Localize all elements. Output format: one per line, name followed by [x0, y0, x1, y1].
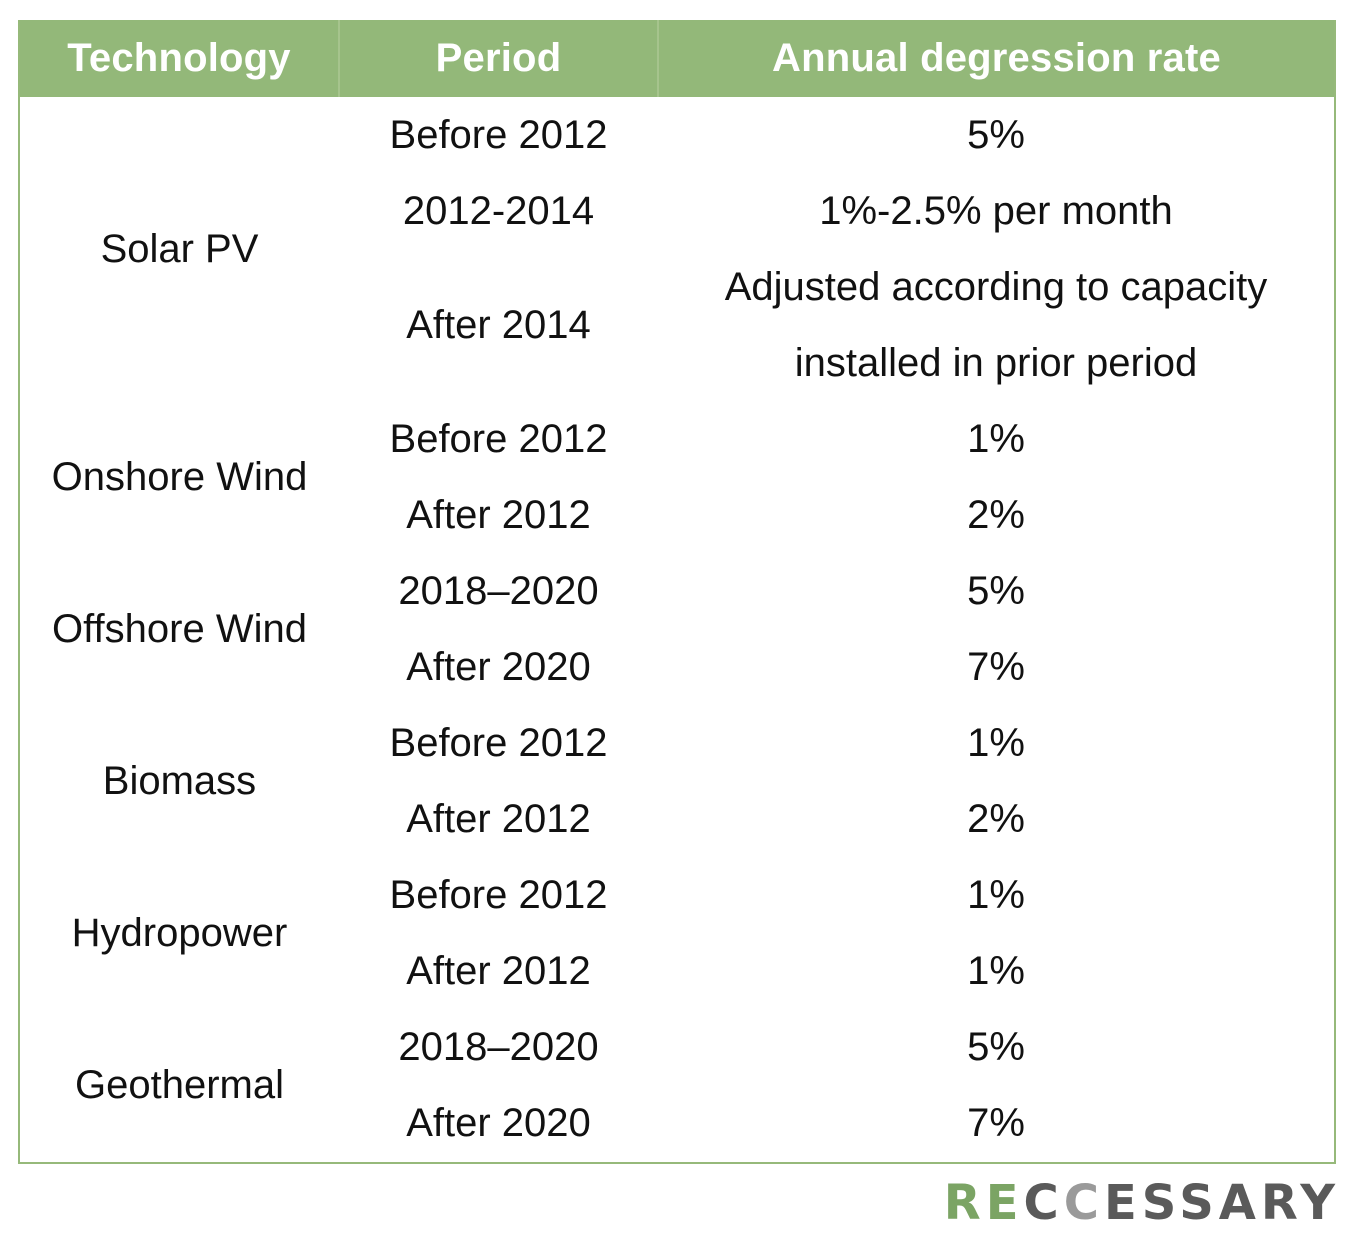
- table-row: Hydropower Before 2012 1%: [20, 857, 1334, 955]
- logo-text-part: C: [1023, 1175, 1064, 1231]
- period-cell: Before 2012: [389, 872, 608, 917]
- rate-cell: 2%: [967, 796, 1025, 841]
- degression-rate-table: Technology Period Annual degression rate…: [20, 20, 1334, 1161]
- logo-text-part: C: [1063, 1175, 1104, 1231]
- rate-cell: 1%: [967, 948, 1025, 993]
- rate-cell: Adjusted according to capacity installed…: [658, 249, 1334, 401]
- table-row: After 2012 1%: [20, 933, 1334, 1009]
- table-row: Offshore Wind 2018–2020 5%: [20, 553, 1334, 651]
- rate-line: installed in prior period: [794, 341, 1198, 385]
- period-cell: After 2012: [406, 948, 591, 993]
- period-cell: After 2012: [406, 492, 591, 537]
- period-cell: Before 2012: [389, 112, 608, 157]
- header-technology: Technology: [20, 20, 339, 97]
- logo-text-part: RE: [943, 1175, 1024, 1231]
- table-row: 2012-2014 1%-2.5% per month: [20, 173, 1334, 249]
- period-cell: After 2012: [406, 796, 591, 841]
- table-row: After 2012 2%: [20, 477, 1334, 553]
- table-row: Geothermal 2018–2020 5%: [20, 1009, 1334, 1107]
- reccessary-logo: RECCESSARY: [944, 1175, 1340, 1231]
- table-row: After 2014 Adjusted according to capacit…: [20, 249, 1334, 401]
- degression-table-container: Technology Period Annual degression rate…: [18, 20, 1336, 1164]
- period-cell: Before 2012: [389, 720, 608, 765]
- rate-cell: 1%: [967, 416, 1025, 461]
- table-row: After 2020 7%: [20, 1085, 1334, 1161]
- technology-cell: Offshore Wind: [52, 606, 307, 651]
- period-cell: After 2020: [406, 1100, 591, 1145]
- logo-text-part: ESSARY: [1103, 1175, 1340, 1231]
- rate-cell: 1%: [967, 872, 1025, 917]
- technology-cell: Hydropower: [71, 910, 288, 955]
- rate-line: Adjusted according to capacity: [724, 265, 1268, 309]
- period-cell: 2018–2020: [398, 568, 599, 613]
- table-row: Onshore Wind Before 2012 1%: [20, 401, 1334, 499]
- period-cell: 2012-2014: [402, 188, 595, 233]
- technology-cell: Onshore Wind: [51, 454, 308, 499]
- rate-cell: 2%: [967, 492, 1025, 537]
- table-body: Solar PV Before 2012 5% 2012-2014 1%-2.5…: [20, 97, 1334, 1161]
- technology-cell: Geothermal: [75, 1062, 284, 1107]
- table-row: Biomass Before 2012 1%: [20, 705, 1334, 803]
- period-cell: After 2020: [406, 644, 591, 689]
- table-row: After 2020 7%: [20, 629, 1334, 705]
- rate-cell: 1%: [967, 720, 1025, 765]
- technology-cell: Solar PV: [100, 226, 259, 271]
- header-annual-degression-rate: Annual degression rate: [657, 20, 1334, 97]
- technology-cell: Biomass: [102, 758, 257, 803]
- rate-cell: 7%: [967, 644, 1025, 689]
- period-cell: 2018–2020: [398, 1024, 599, 1069]
- rate-cell: 1%-2.5% per month: [819, 188, 1173, 233]
- rate-cell: 7%: [967, 1100, 1025, 1145]
- period-cell: After 2014: [406, 302, 591, 347]
- header-period: Period: [338, 20, 658, 97]
- rate-cell: 5%: [967, 568, 1025, 613]
- rate-cell: 5%: [967, 1024, 1025, 1069]
- rate-cell: 5%: [967, 112, 1025, 157]
- table-row: After 2012 2%: [20, 781, 1334, 857]
- period-cell: Before 2012: [389, 416, 608, 461]
- table-header-row: Technology Period Annual degression rate: [20, 20, 1334, 97]
- table-row: Solar PV Before 2012 5%: [20, 97, 1334, 271]
